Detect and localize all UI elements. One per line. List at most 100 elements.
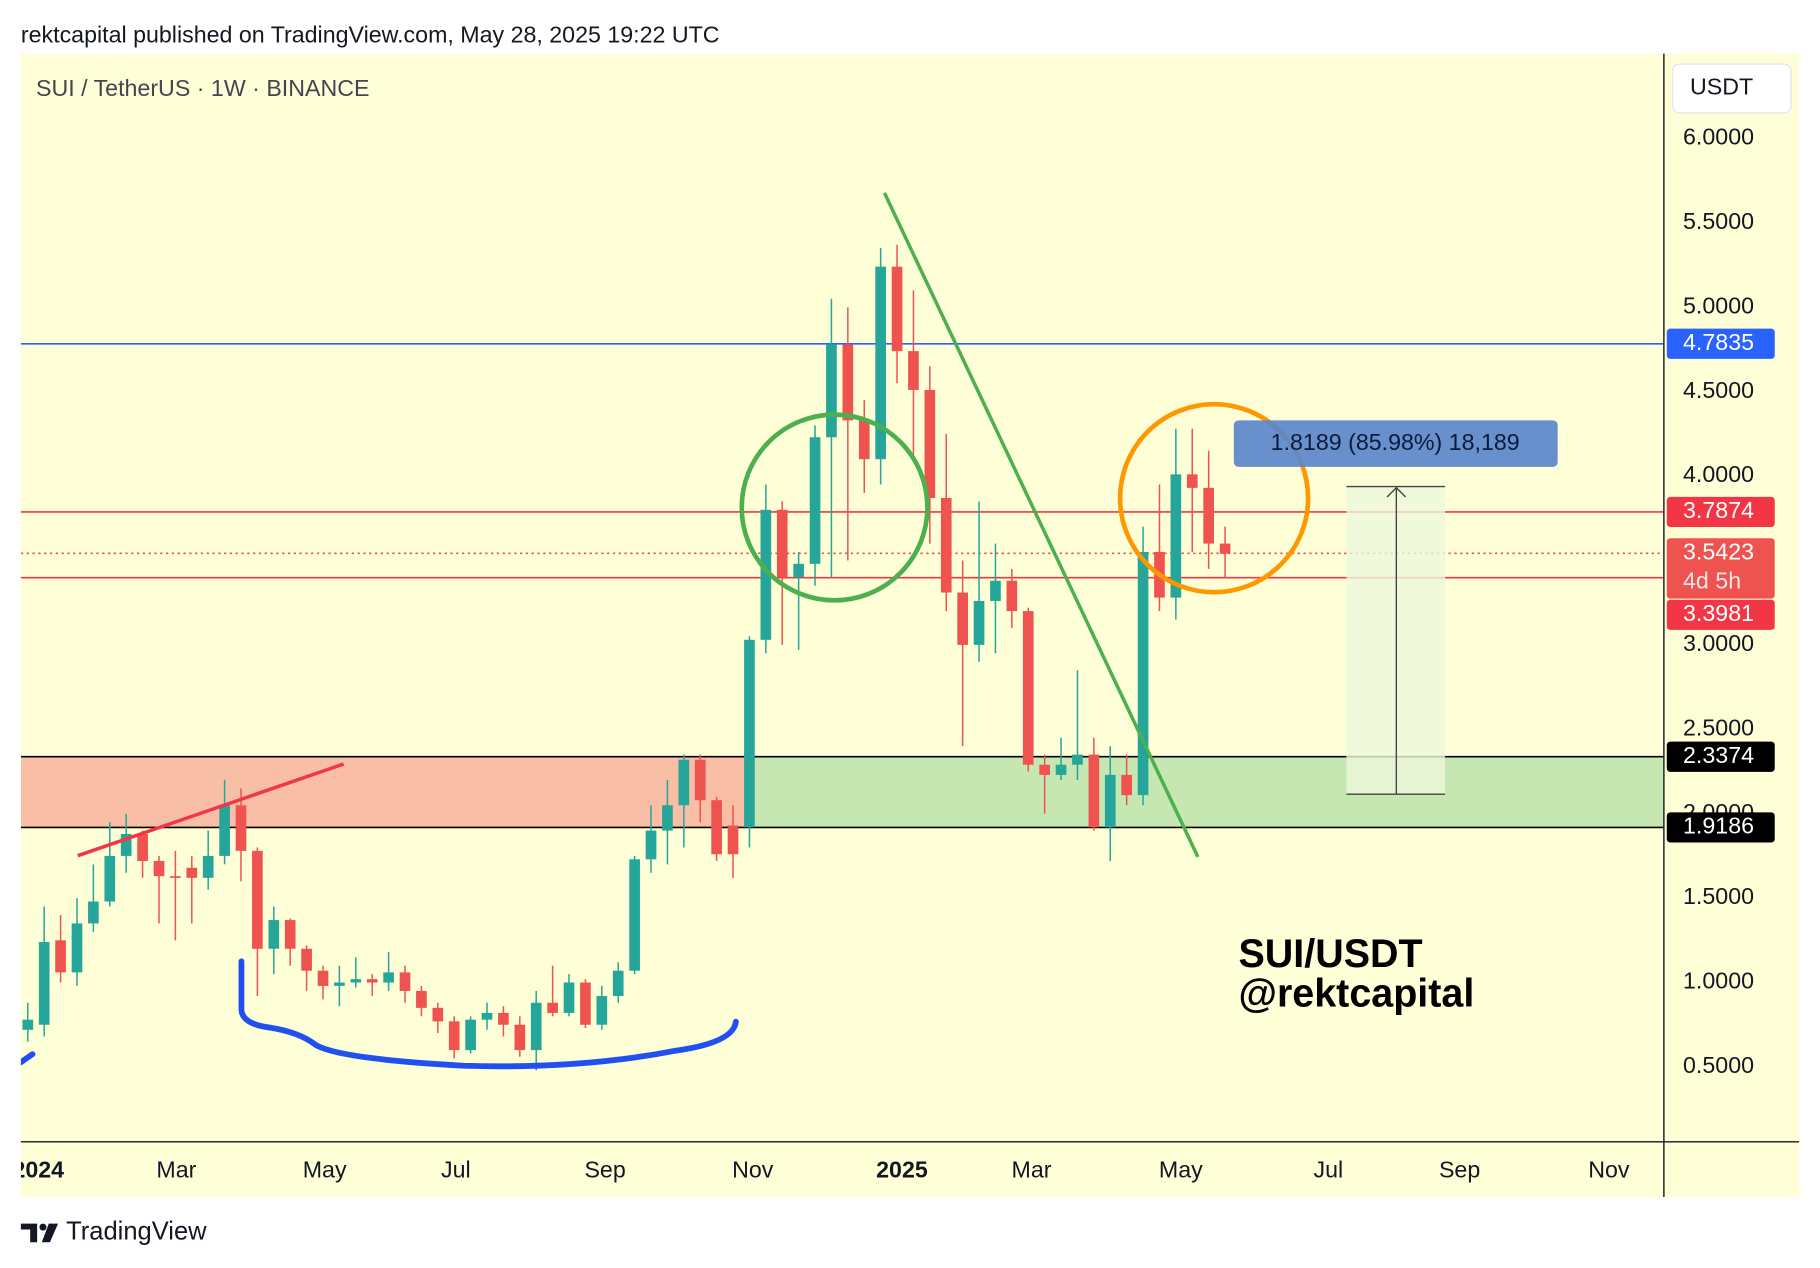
candle-body	[858, 420, 870, 460]
candle-body	[481, 1012, 493, 1020]
candle-body	[1137, 552, 1149, 796]
candle-body	[366, 979, 378, 983]
candle-body	[1088, 754, 1100, 828]
candle-body	[137, 833, 148, 861]
candle-body	[645, 830, 657, 860]
y-tick-label: 4.5000	[1683, 377, 1754, 403]
brand-logo	[20, 1223, 59, 1243]
x-tick-label: Nov	[732, 1157, 774, 1183]
zone	[744, 756, 1664, 828]
price-label: 3.3981	[1683, 600, 1754, 626]
blue-curve-stub	[20, 1051, 36, 1066]
candle-body	[711, 800, 722, 855]
candle-body	[416, 990, 427, 1008]
price-label-box	[1666, 496, 1775, 528]
candle-body	[514, 1024, 526, 1051]
y-tick-label: 5.0000	[1683, 292, 1754, 318]
price-labels: 4.7835 3.7874 3.5423 4d 5h 3.3981 2.3374 1.918…	[1666, 328, 1775, 843]
price-label: 4.7835	[1683, 329, 1754, 355]
x-tick-label: Jul	[1314, 1157, 1344, 1183]
candle-body	[268, 920, 280, 949]
annotation-line: @rektcapital	[1238, 972, 1474, 1016]
candle-body	[826, 344, 837, 438]
candle-body	[1203, 487, 1214, 544]
candle-body	[744, 639, 755, 828]
candle-body	[662, 805, 673, 831]
currency-box	[1672, 63, 1792, 114]
price-label-box	[1666, 741, 1775, 772]
annotation-line: SUI/USDT	[1238, 932, 1422, 976]
y-tick-label: 6.0000	[1683, 124, 1754, 150]
x-tick-label: 2025	[876, 1157, 928, 1183]
candle-body	[55, 940, 66, 973]
candle-body	[448, 1021, 460, 1051]
green-trendline	[882, 192, 1200, 858]
candle-body	[875, 266, 886, 460]
zones	[20, 756, 1664, 828]
candle-body	[1170, 474, 1182, 598]
candle-body	[1039, 764, 1050, 775]
x-axis: 2024 Mar May Jul Sep Nov 2025 Mar May Jul Sep Nov	[12, 1157, 1630, 1183]
candle-body	[350, 979, 362, 983]
x-tick-label: 2024	[12, 1157, 64, 1183]
candle-body	[629, 859, 640, 971]
candle-body	[1055, 764, 1067, 775]
price-label-box	[1666, 328, 1775, 359]
blue-curve	[238, 958, 739, 1070]
candle-body	[219, 805, 230, 856]
countdown-label: 4d 5h	[1683, 567, 1741, 593]
price-label-box	[1666, 812, 1775, 843]
candle-body	[924, 389, 936, 498]
candle-body	[170, 876, 181, 878]
candle-body	[38, 942, 50, 1025]
y-tick-label: 4.0000	[1683, 461, 1754, 487]
drawings	[1346, 485, 1446, 795]
candle-body	[235, 805, 247, 851]
candle-body	[1121, 774, 1132, 796]
price-label: 3.5423	[1683, 538, 1754, 564]
candle-body	[301, 948, 312, 971]
x-tick-label: Sep	[584, 1157, 625, 1183]
candle-body	[973, 600, 985, 645]
candle-body	[547, 1002, 558, 1013]
candle-body	[202, 855, 214, 878]
brand: TradingView	[66, 1218, 207, 1246]
symbol: SUI / TetherUS · 1W · BINANCE	[36, 75, 370, 101]
orange-circle	[1117, 401, 1311, 595]
x-tick-label: Sep	[1439, 1157, 1480, 1183]
candle-body	[317, 970, 329, 986]
measure-label: 1.8189 (85.98%) 18,189	[1271, 429, 1520, 455]
candle-body	[940, 497, 952, 593]
candle-body	[465, 1019, 476, 1051]
candle-body	[563, 982, 575, 1013]
candle-body	[596, 996, 608, 1025]
y-tick-label: 1.5000	[1683, 883, 1754, 909]
price-label-box	[1666, 538, 1775, 599]
candle-body	[120, 833, 132, 856]
candle-body	[612, 970, 624, 997]
y-tick-label: 2.5000	[1683, 714, 1754, 740]
candle-body	[284, 920, 296, 949]
candle-body	[104, 855, 116, 902]
candle-body	[432, 1007, 444, 1022]
red-trendline	[77, 762, 345, 858]
candle-body	[498, 1012, 509, 1025]
candle-body	[891, 266, 903, 352]
x-tick-label: May	[303, 1157, 347, 1183]
currency: USDT	[1690, 74, 1753, 100]
candle-body	[383, 972, 394, 983]
range-arrowhead	[1386, 486, 1407, 498]
candle-body	[1072, 754, 1083, 765]
candle-body	[678, 759, 690, 806]
candle-body	[727, 825, 739, 855]
candle-body	[186, 867, 198, 878]
price-label: 1.9186	[1683, 813, 1754, 839]
price-label: 3.7874	[1683, 497, 1754, 523]
candle-body	[71, 923, 83, 973]
candle-body	[88, 901, 99, 924]
candle-body	[252, 850, 263, 949]
candle-body	[1006, 580, 1018, 612]
candle-body	[957, 592, 968, 645]
